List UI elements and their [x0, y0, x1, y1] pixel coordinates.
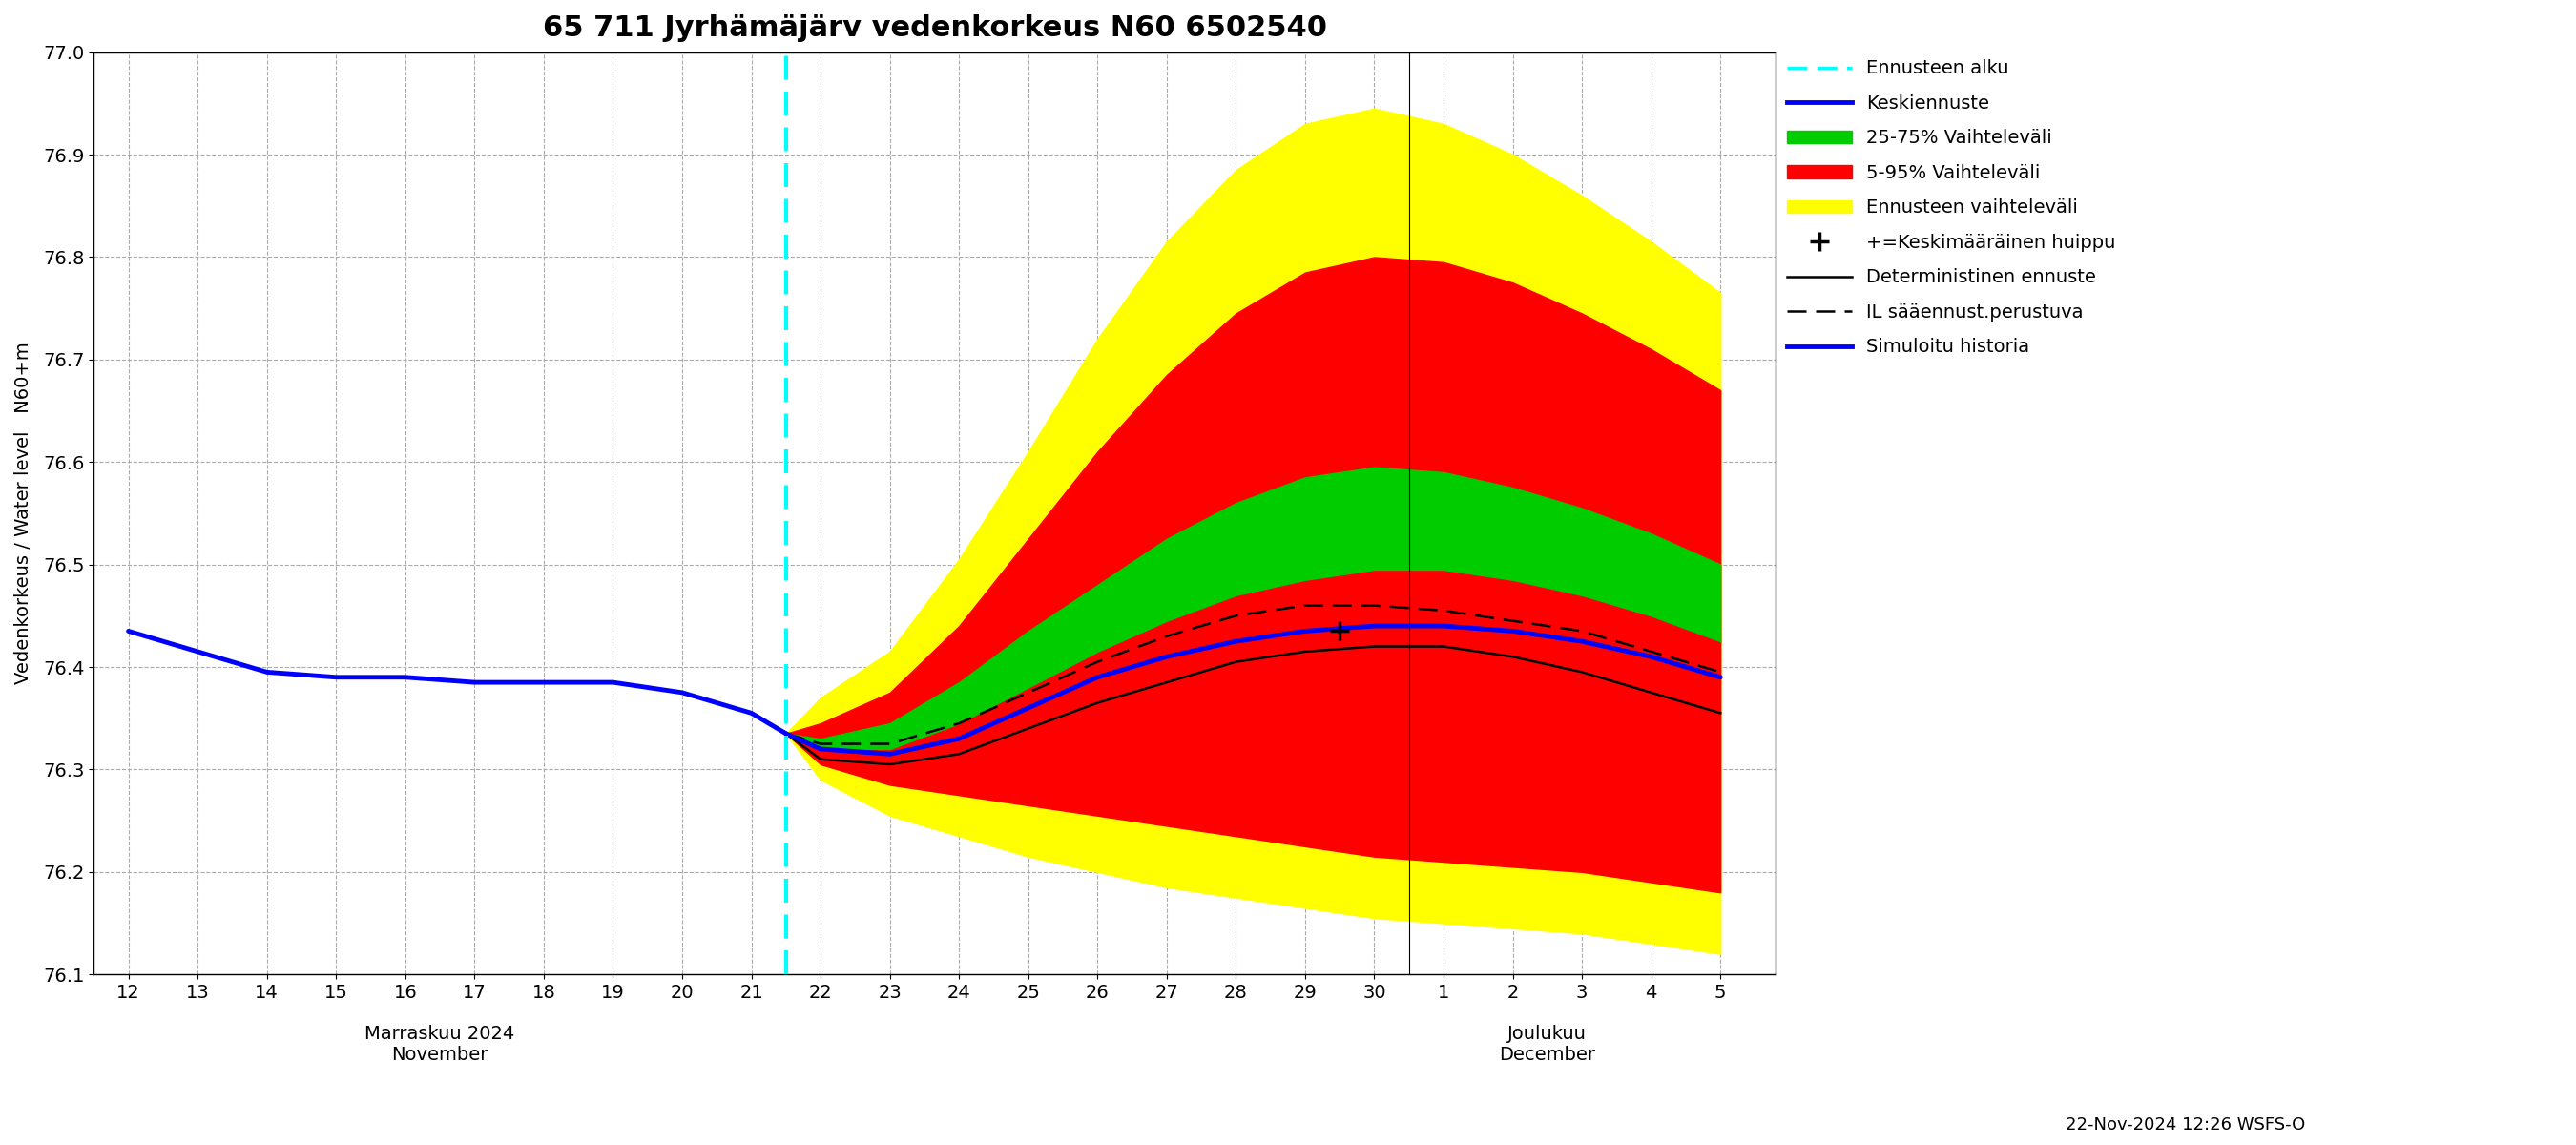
- Text: Marraskuu 2024
November: Marraskuu 2024 November: [366, 1025, 515, 1064]
- Text: Joulukuu
December: Joulukuu December: [1499, 1025, 1595, 1064]
- Text: 22-Nov-2024 12:26 WSFS-O: 22-Nov-2024 12:26 WSFS-O: [2066, 1116, 2306, 1134]
- Legend: Ennusteen alku, Keskiennuste, 25-75% Vaihteleväli, 5-95% Vaihteleväli, Ennusteen: Ennusteen alku, Keskiennuste, 25-75% Vai…: [1780, 53, 2123, 364]
- Y-axis label: Vedenkorkeus / Water level   N60+m: Vedenkorkeus / Water level N60+m: [15, 342, 33, 685]
- Title: 65 711 Jyrhämäjärv vedenkorkeus N60 6502540: 65 711 Jyrhämäjärv vedenkorkeus N60 6502…: [544, 14, 1327, 42]
